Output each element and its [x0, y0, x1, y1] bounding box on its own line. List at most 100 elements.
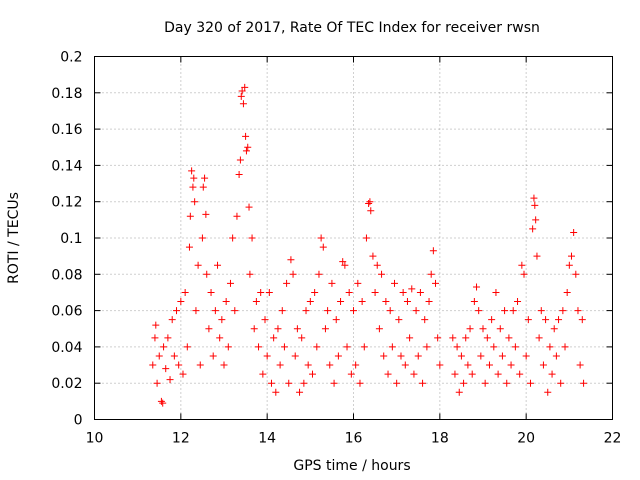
data-point	[272, 388, 280, 396]
data-point	[205, 325, 213, 333]
data-point	[250, 325, 258, 333]
data-point	[241, 83, 249, 91]
data-point	[464, 361, 472, 369]
data-point	[403, 298, 411, 306]
data-point	[296, 388, 304, 396]
data-point	[274, 325, 282, 333]
data-point	[494, 370, 502, 378]
data-point	[252, 298, 260, 306]
data-point	[321, 325, 329, 333]
data-point	[466, 325, 474, 333]
y-tick-label: 0.14	[51, 158, 82, 174]
data-point	[345, 288, 353, 296]
data-point	[267, 379, 275, 387]
data-point	[185, 243, 193, 251]
data-point	[283, 279, 291, 287]
data-point	[531, 201, 539, 209]
data-point	[214, 261, 222, 269]
data-point	[475, 307, 483, 315]
data-point	[238, 87, 246, 95]
data-point	[576, 361, 584, 369]
data-point	[380, 352, 388, 360]
data-point	[350, 307, 357, 315]
data-point	[514, 298, 522, 306]
data-point	[412, 307, 420, 315]
data-point	[509, 307, 517, 315]
data-point	[436, 361, 444, 369]
data-point	[567, 252, 575, 260]
data-point	[559, 307, 567, 315]
data-point	[367, 207, 375, 215]
y-tick-label: 0.06	[51, 304, 82, 320]
data-point	[529, 225, 537, 233]
data-point	[192, 307, 200, 315]
data-point	[255, 343, 263, 351]
data-points	[149, 83, 588, 407]
data-point	[216, 334, 224, 342]
data-point	[164, 334, 172, 342]
data-point	[365, 200, 373, 208]
data-point	[555, 316, 563, 324]
y-tick-label: 0.1	[60, 231, 82, 247]
data-point	[291, 352, 299, 360]
data-point	[530, 194, 538, 202]
data-point	[224, 343, 232, 351]
x-tick-label: 16	[345, 431, 363, 447]
x-tick-label: 12	[172, 431, 190, 447]
data-point	[366, 198, 374, 206]
data-point	[421, 316, 429, 324]
data-point	[347, 370, 355, 378]
data-point	[429, 247, 437, 255]
data-point	[170, 352, 178, 360]
data-point	[201, 174, 209, 182]
data-point	[177, 298, 185, 306]
data-point	[302, 307, 310, 315]
data-point	[337, 298, 345, 306]
data-point	[343, 343, 351, 351]
data-point	[334, 352, 342, 360]
data-point	[235, 170, 243, 178]
data-point	[481, 379, 489, 387]
y-tick-label: 0.16	[51, 122, 82, 138]
data-point	[270, 334, 278, 342]
data-point	[572, 270, 580, 278]
data-point	[189, 183, 197, 191]
data-point	[360, 343, 368, 351]
data-point	[393, 379, 401, 387]
data-point	[401, 361, 409, 369]
data-point	[332, 316, 340, 324]
data-point	[248, 234, 256, 242]
data-point	[507, 361, 515, 369]
data-point	[190, 174, 198, 182]
data-point	[151, 334, 159, 342]
data-point	[293, 325, 301, 333]
data-point	[462, 334, 470, 342]
data-point	[468, 370, 476, 378]
data-point	[239, 100, 247, 108]
data-point	[237, 92, 245, 100]
data-point	[483, 334, 491, 342]
x-axis-label: GPS time / hours	[293, 458, 410, 474]
data-point	[149, 361, 157, 369]
data-point	[244, 143, 252, 151]
data-point	[498, 352, 506, 360]
data-point	[152, 321, 160, 329]
data-point	[399, 288, 407, 296]
x-tick-label: 14	[258, 431, 276, 447]
data-point	[552, 352, 560, 360]
data-point	[306, 298, 314, 306]
y-tick-label: 0.12	[51, 195, 82, 211]
data-point	[209, 352, 217, 360]
data-point	[242, 132, 250, 140]
data-point	[186, 212, 194, 220]
data-point	[259, 370, 267, 378]
data-point	[544, 388, 552, 396]
data-point	[317, 234, 325, 242]
chart-title: Day 320 of 2017, Rate Of TEC Index for r…	[164, 20, 540, 36]
data-point	[565, 261, 573, 269]
data-point	[371, 288, 379, 296]
data-point	[492, 288, 500, 296]
data-point	[226, 279, 234, 287]
data-point	[173, 307, 181, 315]
